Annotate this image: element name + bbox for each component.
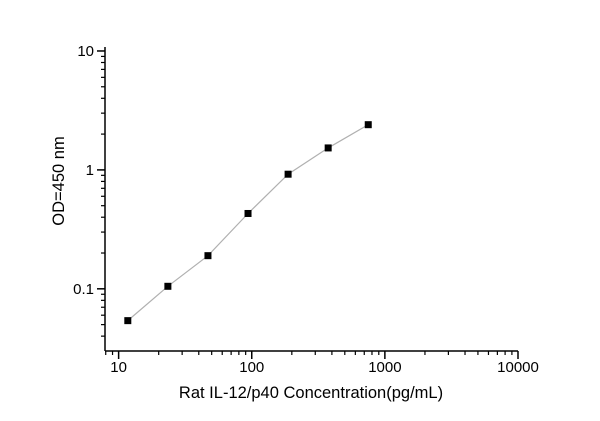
y-tick-label: 1 xyxy=(86,162,94,179)
data-point-marker xyxy=(284,170,292,178)
data-point-marker xyxy=(244,209,252,217)
data-point-marker xyxy=(364,121,372,129)
x-tick-label: 1000 xyxy=(368,359,401,376)
y-axis-title: OD=450 nm xyxy=(50,136,68,225)
data-series xyxy=(124,121,372,325)
data-point-marker xyxy=(324,144,332,152)
data-point-marker xyxy=(124,317,132,325)
curve-line xyxy=(127,124,369,322)
y-tick-label: 10 xyxy=(77,43,94,60)
x-tick-label: 10000 xyxy=(497,359,539,376)
axes: 10 100 1000 10000 0.1 1 10 xyxy=(73,43,539,376)
x-axis-title: Rat IL-12/p40 Concentration(pg/mL) xyxy=(179,384,443,402)
data-point-marker xyxy=(204,252,212,260)
x-tick-label: 10 xyxy=(110,359,127,376)
data-point-marker xyxy=(164,282,172,290)
y-tick-label: 0.1 xyxy=(73,281,94,298)
x-tick-label: 100 xyxy=(239,359,264,376)
